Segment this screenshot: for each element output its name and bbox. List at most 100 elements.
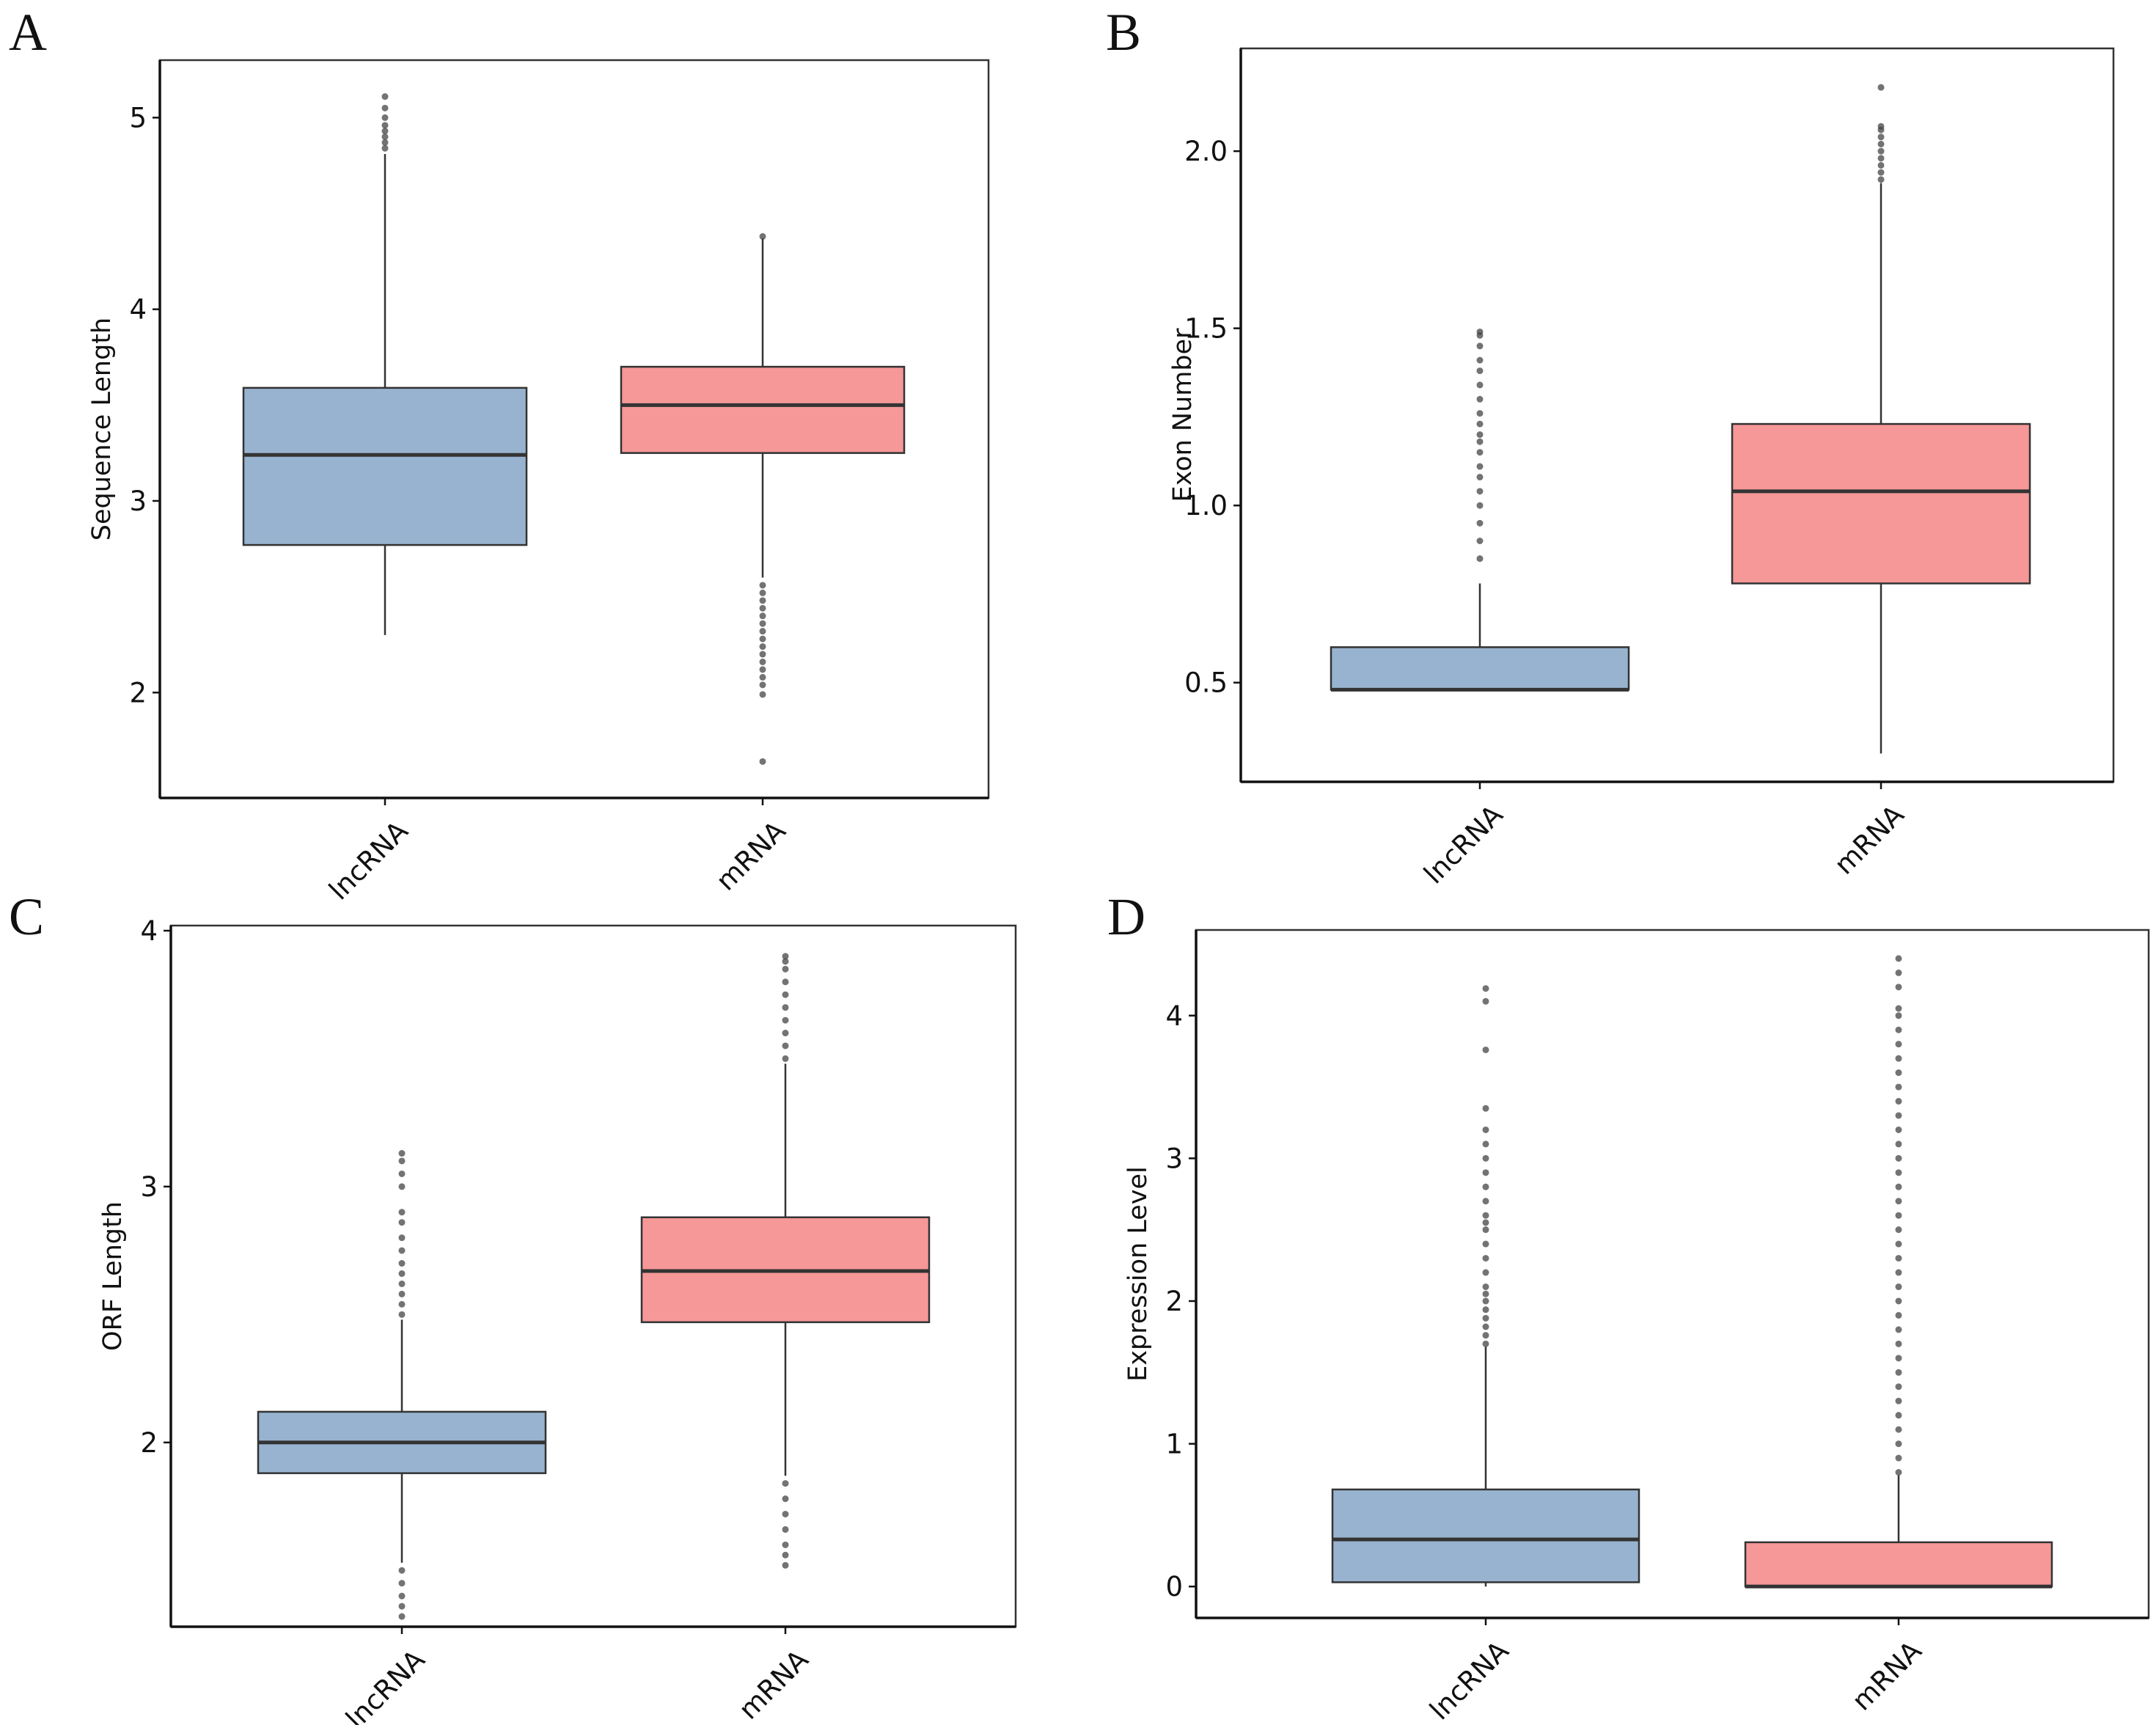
outlier-point-lncRNA — [1476, 555, 1484, 563]
outlier-point-lncRNA — [1476, 438, 1484, 445]
outlier-point-lncRNA — [381, 139, 389, 146]
outlier-point-lncRNA — [1476, 502, 1484, 509]
outlier-point-mRNA — [1895, 1355, 1902, 1362]
outlier-point-mRNA — [759, 604, 766, 612]
outlier-point-lncRNA — [1482, 1283, 1489, 1291]
outlier-point-mRNA — [1895, 1240, 1902, 1248]
outlier-point-mRNA — [759, 620, 766, 627]
outlier-point-mRNA — [759, 589, 766, 596]
outlier-point-mRNA — [782, 1541, 789, 1548]
outlier-point-lncRNA — [1482, 1183, 1489, 1190]
outlier-point-lncRNA — [398, 1592, 406, 1600]
outlier-point-lncRNA — [381, 144, 389, 152]
outlier-point-mRNA — [759, 232, 766, 240]
outlier-point-lncRNA — [398, 1219, 406, 1226]
y-tick-label-b: 2.0 — [1184, 136, 1228, 167]
outlier-point-lncRNA — [1476, 367, 1484, 375]
box-mRNA — [620, 365, 906, 454]
outlier-point-lncRNA — [1476, 537, 1484, 544]
outlier-point-mRNA — [759, 635, 766, 642]
outlier-point-mRNA — [1895, 1269, 1902, 1276]
outlier-point-mRNA — [1895, 1055, 1902, 1062]
outlier-point-mRNA — [1895, 1326, 1902, 1333]
outlier-point-lncRNA — [381, 122, 389, 129]
outlier-point-lncRNA — [1476, 410, 1484, 417]
outlier-point-mRNA — [1895, 1283, 1902, 1291]
outlier-point-lncRNA — [1482, 1255, 1489, 1262]
outlier-point-lncRNA — [1476, 474, 1484, 481]
outlier-point-lncRNA — [398, 1280, 406, 1287]
outlier-point-mRNA — [1895, 1226, 1902, 1234]
outlier-point-lncRNA — [1482, 1297, 1489, 1305]
outlier-point-mRNA — [782, 965, 789, 973]
outlier-point-mRNA — [1895, 1026, 1902, 1033]
box-mRNA — [1744, 1541, 2053, 1588]
outlier-point-lncRNA — [1482, 1314, 1489, 1322]
y-tick-label-d: 3 — [1165, 1143, 1183, 1174]
outlier-point-mRNA — [759, 658, 766, 665]
box-lncRNA — [242, 387, 528, 546]
outlier-point-lncRNA — [381, 114, 389, 121]
outlier-point-lncRNA — [398, 1580, 406, 1587]
outlier-point-mRNA — [759, 643, 766, 651]
outlier-point-mRNA — [782, 978, 789, 986]
outlier-point-lncRNA — [1482, 1226, 1489, 1234]
outlier-point-mRNA — [1877, 169, 1885, 176]
outlier-point-mRNA — [782, 958, 789, 965]
y-tick-label-d: 0 — [1165, 1571, 1183, 1603]
outlier-point-lncRNA — [1482, 1169, 1489, 1176]
outlier-point-mRNA — [782, 991, 789, 998]
outlier-point-mRNA — [1895, 1069, 1902, 1077]
outlier-point-mRNA — [759, 582, 766, 589]
box-mRNA — [1731, 422, 2031, 585]
outlier-point-mRNA — [1895, 1311, 1902, 1319]
outlier-point-mRNA — [1877, 140, 1885, 147]
outlier-point-mRNA — [759, 691, 766, 698]
outlier-point-lncRNA — [398, 1300, 406, 1308]
outlier-point-lncRNA — [398, 1183, 406, 1190]
y-tick-label-b: 0.5 — [1184, 667, 1228, 699]
outlier-point-mRNA — [1877, 161, 1885, 169]
outlier-point-mRNA — [1895, 1140, 1902, 1148]
outlier-point-mRNA — [1895, 1454, 1902, 1462]
outlier-point-mRNA — [782, 1561, 789, 1569]
outlier-point-mRNA — [1895, 984, 1902, 991]
outlier-point-mRNA — [1895, 1083, 1902, 1091]
outlier-point-mRNA — [1895, 1369, 1902, 1376]
outlier-point-mRNA — [1895, 1426, 1902, 1433]
outlier-point-lncRNA — [381, 133, 389, 141]
outlier-point-mRNA — [759, 673, 766, 681]
outlier-point-lncRNA — [398, 1247, 406, 1254]
y-tick-label-d: 2 — [1165, 1286, 1183, 1317]
outlier-point-mRNA — [759, 681, 766, 689]
outlier-point-lncRNA — [398, 1234, 406, 1242]
outlier-point-lncRNA — [398, 1613, 406, 1620]
y-axis-label-b: Exon Number — [1168, 328, 1198, 502]
outlier-point-lncRNA — [1476, 356, 1484, 364]
outlier-point-lncRNA — [1482, 1198, 1489, 1205]
outlier-point-lncRNA — [1476, 343, 1484, 350]
outlier-point-mRNA — [1895, 1397, 1902, 1404]
outlier-point-mRNA — [1895, 1041, 1902, 1048]
outlier-point-lncRNA — [1476, 431, 1484, 439]
y-tick-label-c: 3 — [140, 1171, 158, 1203]
panel-letter-c: C — [9, 887, 44, 946]
outlier-point-lncRNA — [1482, 1306, 1489, 1314]
outlier-point-mRNA — [759, 651, 766, 658]
outlier-point-mRNA — [1895, 1169, 1902, 1176]
y-axis-label-a: Sequence Length — [87, 318, 117, 541]
outlier-point-lncRNA — [1482, 1323, 1489, 1330]
outlier-point-lncRNA — [1482, 997, 1489, 1005]
y-tick-label-d: 4 — [1165, 1000, 1183, 1032]
outlier-point-mRNA — [1895, 1469, 1902, 1476]
outlier-point-lncRNA — [398, 1567, 406, 1574]
outlier-point-mRNA — [1895, 1440, 1902, 1448]
outlier-point-mRNA — [782, 1551, 789, 1559]
outlier-point-mRNA — [782, 1495, 789, 1503]
outlier-point-lncRNA — [398, 1260, 406, 1267]
outlier-point-mRNA — [782, 1526, 789, 1533]
outlier-point-mRNA — [782, 1017, 789, 1024]
outlier-point-mRNA — [1877, 176, 1885, 183]
